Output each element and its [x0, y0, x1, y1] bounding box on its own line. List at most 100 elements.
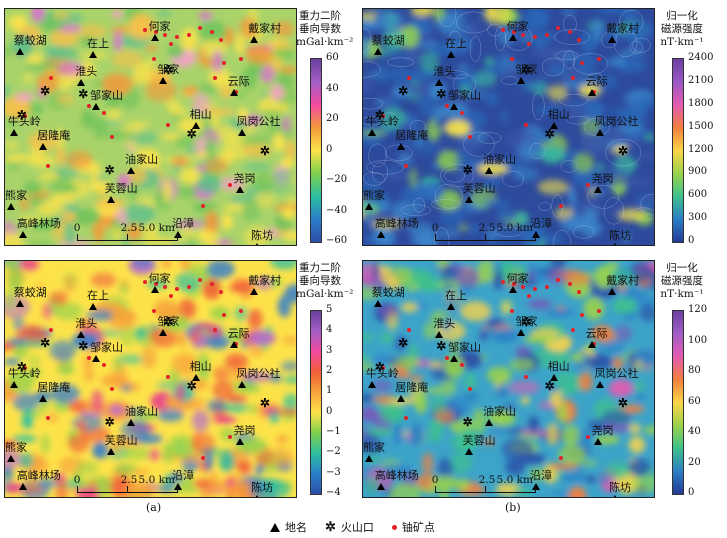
ore-point [186, 32, 191, 37]
contour-line [551, 194, 564, 218]
anomaly-blob [208, 67, 231, 86]
anomaly-blob [367, 427, 393, 436]
contour-line [469, 35, 482, 62]
contour-line [434, 183, 463, 209]
ore-point [406, 75, 411, 80]
triangle-icon [449, 354, 458, 362]
colorbar-tick-label: 4 [326, 324, 333, 336]
triangle-icon [611, 243, 620, 245]
ore-point [579, 61, 584, 66]
anomaly-blob [23, 406, 32, 431]
anomaly-blob [145, 79, 177, 102]
anomaly-blob [576, 51, 597, 76]
colorbar-title: mGal·km⁻² [296, 36, 354, 48]
anomaly-blob [459, 74, 471, 83]
anomaly-blob [376, 62, 390, 84]
anomaly-blob [94, 198, 126, 208]
ore-point [521, 32, 526, 37]
anomaly-blob [204, 210, 219, 235]
colorbar [672, 310, 684, 495]
anomaly-blob [591, 73, 618, 91]
ore-point [46, 163, 51, 168]
volcano-icon: ✲ [462, 162, 473, 177]
anomaly-blob [230, 196, 247, 204]
ore-point [101, 111, 106, 116]
anomaly-blob [550, 261, 567, 269]
anomaly-blob [381, 29, 407, 51]
anomaly-blob [617, 208, 645, 222]
anomaly-blob [23, 181, 43, 194]
anomaly-blob [254, 172, 275, 193]
legend-place-label: 地名 [285, 521, 307, 534]
ore-point [576, 37, 581, 42]
scale-bar-mid-tick [484, 233, 486, 240]
anomaly-blob [5, 261, 18, 271]
ore-point [468, 387, 473, 392]
ore-point [101, 363, 106, 368]
anomaly-blob [237, 460, 252, 475]
ore-point [227, 182, 232, 187]
anomaly-blob [155, 303, 182, 321]
volcano-icon: ✲ [462, 414, 473, 429]
map-panel-a-top: ✲ ✲ ✲ ✲ ✲ ✲ ✲ 何家 戴家村 蔡蛟湖 在上 淮头 邹家 云际 邹家山 牛头岭 相山 凤岗公社 居隆庵 油家… [4, 8, 297, 246]
triangle-icon [376, 483, 385, 491]
place-name-label: 凤岗公社 [236, 115, 281, 129]
contour-line [603, 197, 624, 225]
anomaly-blob [5, 288, 15, 311]
ore-point [571, 75, 576, 80]
anomaly-blob [580, 31, 598, 52]
triangle-icon [9, 381, 18, 389]
triangle-icon [397, 395, 406, 403]
place-name-label: 油家山 [483, 405, 517, 419]
place-name-label: 云际 [585, 326, 608, 340]
ore-point [571, 327, 576, 332]
anomaly-blob [219, 427, 237, 442]
colorbar-tick-label: 5 [326, 304, 333, 315]
place-name-label: 牛头岭 [7, 115, 41, 129]
anomaly-blob [520, 397, 531, 405]
anomaly-blob [277, 295, 292, 318]
colorbar-title: 磁源强度 [661, 23, 703, 35]
anomaly-blob [58, 62, 84, 76]
triangle-icon [39, 143, 48, 151]
anomaly-blob [492, 262, 503, 272]
anomaly-blob [464, 389, 478, 403]
scale-bar-label: 0 [431, 473, 439, 486]
volcano-icon: ✲ [398, 336, 409, 351]
anomaly-blob [523, 336, 553, 344]
anomaly-blob [495, 207, 515, 224]
anomaly-blob [25, 475, 39, 487]
anomaly-blob [568, 486, 587, 497]
anomaly-blob [508, 380, 541, 395]
anomaly-blob [487, 9, 497, 20]
anomaly-blob [248, 330, 276, 346]
anomaly-blob [484, 56, 495, 67]
triangle-icon [367, 129, 376, 137]
place-name-label: 在上 [445, 36, 468, 50]
colorbar [672, 58, 684, 243]
contour-line [368, 143, 387, 168]
place-name-label: 蔡蛟湖 [13, 286, 47, 300]
contour-line [463, 132, 495, 157]
anomaly-blob [500, 108, 509, 126]
place-name-label: 凤岗公社 [594, 367, 639, 381]
anomaly-blob [180, 261, 191, 270]
anomaly-blob [464, 135, 477, 155]
anomaly-blob [191, 410, 210, 432]
ore-point [579, 313, 584, 318]
anomaly-blob [62, 222, 77, 245]
anomaly-blob [442, 281, 454, 293]
colorbar-tick-label: 40 [326, 82, 339, 94]
anomaly-blob [563, 106, 590, 116]
anomaly-blob [149, 328, 178, 348]
place-name-label: 相山 [189, 107, 212, 121]
anomaly-blob [402, 139, 415, 147]
anomaly-blob [421, 452, 434, 475]
anomaly-blob [557, 349, 571, 369]
anomaly-blob [487, 410, 516, 426]
place-name-label: 熊家 [5, 188, 27, 202]
anomaly-blob [92, 441, 109, 459]
anomaly-blob [625, 22, 647, 45]
triangle-icon [77, 331, 86, 339]
anomaly-blob [121, 236, 131, 245]
